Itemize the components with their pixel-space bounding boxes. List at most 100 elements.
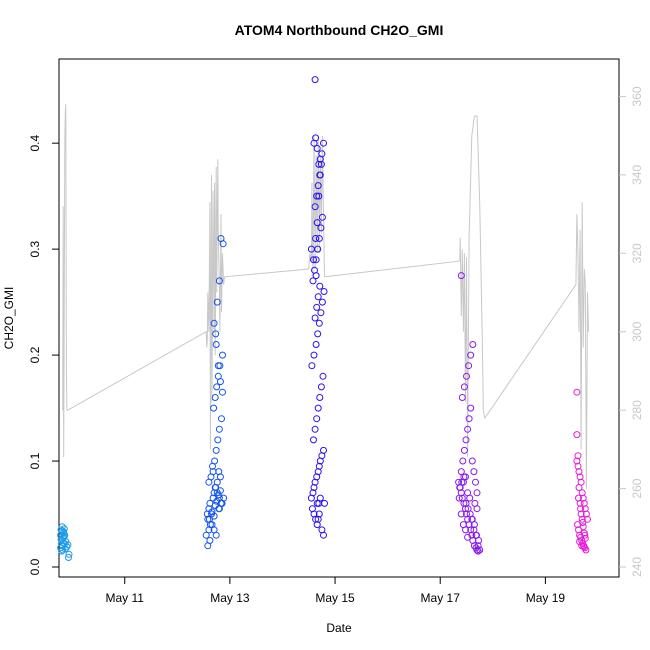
series-flight-3 (307, 76, 328, 539)
data-point (578, 515, 586, 523)
data-point (320, 531, 327, 539)
data-point (310, 256, 317, 264)
data-point (468, 457, 476, 465)
y-axis-right: 240 260 280 300 320 340 360 (619, 86, 644, 577)
data-point (313, 499, 321, 507)
data-point (311, 76, 319, 84)
data-point (581, 534, 589, 542)
data-point (218, 499, 226, 507)
data-point (577, 533, 585, 541)
data-point (315, 510, 323, 518)
y2-tick-label: 280 (630, 400, 644, 420)
data-point (472, 478, 479, 486)
data-point (577, 510, 585, 518)
data-point (457, 272, 465, 280)
data-point (473, 505, 481, 513)
data-point (462, 505, 469, 513)
data-point (312, 235, 320, 242)
y-tick-label: 0.3 (28, 240, 42, 257)
data-point (210, 319, 218, 327)
data-point (315, 319, 323, 327)
data-point (574, 452, 582, 460)
y-tick-label: 0.0 (28, 558, 42, 575)
data-point (468, 515, 476, 523)
data-point (209, 468, 217, 476)
data-point (212, 330, 220, 338)
data-point (467, 526, 475, 534)
scatter-points-layer (57, 76, 591, 561)
data-point (465, 415, 473, 423)
data-point (313, 192, 321, 200)
data-point (212, 531, 220, 539)
data-point (214, 362, 222, 370)
data-point (210, 404, 218, 412)
data-point (312, 341, 320, 348)
data-point (580, 499, 588, 507)
data-point (460, 446, 468, 454)
data-point (219, 351, 226, 359)
data-point (212, 446, 220, 454)
data-point (467, 351, 475, 359)
data-point (318, 150, 326, 158)
data-point (311, 203, 319, 211)
data-point (472, 531, 480, 539)
series-flight-2 (202, 235, 228, 550)
x-tick-label: May 15 (315, 591, 355, 605)
data-point (313, 303, 321, 311)
x-axis-label: Date (326, 621, 352, 635)
data-point (314, 182, 322, 190)
data-point (581, 505, 589, 513)
y-tick-label: 0.1 (28, 452, 42, 469)
data-point (467, 404, 475, 412)
data-point (60, 532, 68, 540)
data-point (584, 515, 591, 523)
data-point (65, 554, 72, 561)
data-point (214, 436, 222, 444)
data-point (316, 282, 324, 290)
data-point (213, 383, 221, 391)
data-point (319, 372, 327, 380)
data-point (473, 489, 481, 497)
data-point (312, 272, 320, 280)
data-point (582, 510, 590, 518)
x-axis: May 11 May 13 May 15 May 17 May 19 (105, 577, 565, 605)
data-point (573, 457, 581, 465)
data-point (206, 537, 214, 544)
data-point (462, 473, 469, 481)
data-point (464, 533, 472, 541)
data-point (469, 341, 477, 348)
data-point (316, 394, 324, 401)
data-point (315, 462, 323, 470)
data-point (61, 545, 69, 553)
data-point (58, 547, 66, 555)
data-point (317, 383, 325, 391)
data-point (462, 526, 469, 534)
data-point (575, 468, 583, 476)
data-point (320, 446, 327, 454)
data-point (315, 235, 323, 242)
data-point (310, 484, 318, 491)
data-point (213, 298, 221, 306)
data-point (576, 538, 584, 546)
data-point (216, 378, 224, 386)
y2-tick-label: 360 (630, 86, 644, 106)
data-point (211, 394, 219, 401)
data-point (219, 388, 226, 396)
data-point (575, 494, 582, 502)
data-point (460, 383, 468, 391)
data-point (210, 512, 218, 520)
data-point (318, 298, 326, 306)
data-point (320, 139, 327, 147)
data-point (215, 277, 223, 285)
data-point (317, 309, 325, 317)
plot-frame (58, 58, 620, 578)
data-point (579, 494, 587, 502)
data-point (313, 219, 321, 227)
y-axis-label: CH2O_GMI (2, 287, 16, 350)
data-point (310, 351, 318, 359)
data-point (579, 523, 587, 531)
data-point (463, 372, 470, 380)
data-point (316, 171, 324, 179)
y-tick-label: 0.4 (28, 135, 42, 152)
